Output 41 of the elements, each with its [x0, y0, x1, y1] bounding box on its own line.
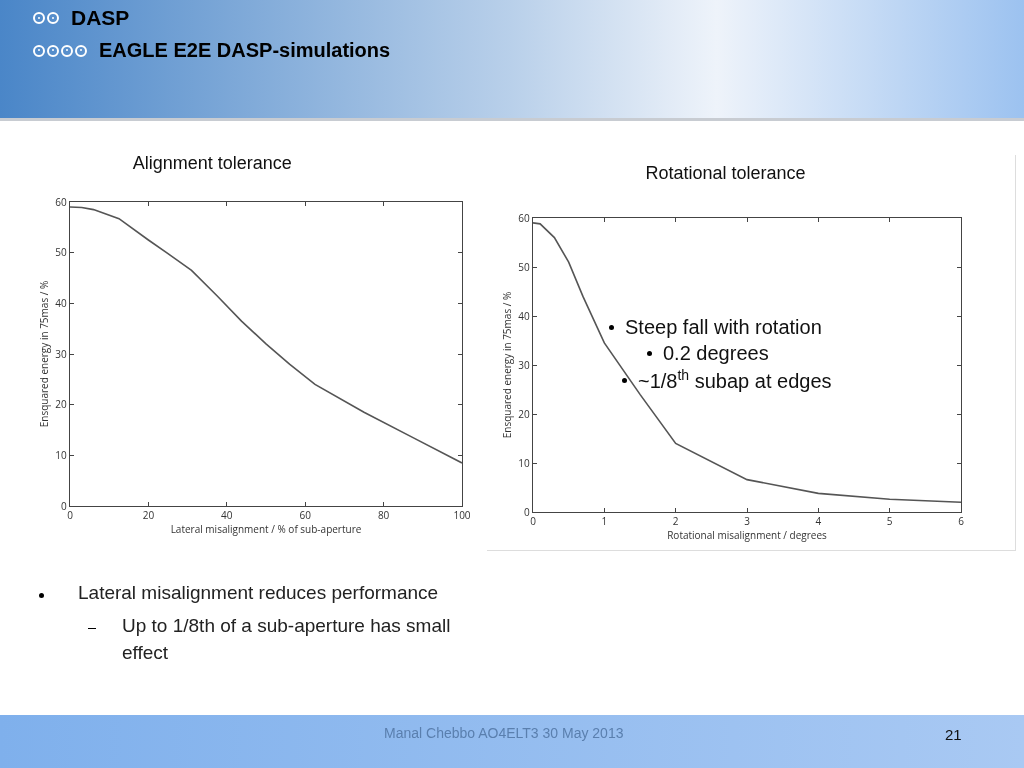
text: Manal Chebbo AO4ELT3 30 May 2013: [384, 724, 625, 743]
y-tick-label: 40: [518, 308, 531, 323]
line-series: [70, 206, 462, 464]
y-tick-label: 20: [518, 406, 531, 421]
text: EAGLE E2E DASP-simulations: [99, 39, 391, 62]
x-tick-label: 20: [142, 508, 155, 523]
annotation: ~1/8$^{th}$ subap at edges: [638, 367, 832, 393]
x-tick-label: 1: [601, 514, 608, 529]
x-tick-label: 100: [453, 508, 471, 523]
y-tick-label: 20: [55, 397, 68, 412]
y-axis-title: Ensquared energy in 75mas / %: [37, 280, 52, 428]
x-axis-title: Lateral misalignment / % of sub-aperture: [170, 522, 362, 537]
annotation: 0.2 degrees: [663, 342, 769, 364]
x-tick-label: 3: [744, 514, 751, 529]
y-tick-label: 0: [61, 498, 68, 513]
x-axis-title: Rotational misalignment / degrees: [667, 528, 828, 543]
line-series: [533, 222, 961, 503]
annotation: Steep fall with rotation: [625, 316, 822, 338]
y-tick-label: 60: [55, 194, 68, 209]
y-tick-label: 10: [55, 447, 68, 462]
x-tick-label: 40: [221, 508, 233, 523]
x-tick-label: 5: [886, 514, 893, 529]
text: DASP: [71, 6, 130, 30]
y-tick-label: 60: [518, 210, 531, 225]
chart-title: Alignment tolerance: [132, 152, 292, 173]
y-tick-label: 50: [518, 259, 531, 274]
text: 21: [945, 725, 963, 745]
chart-title: Rotational tolerance: [645, 163, 806, 184]
x-tick-label: 4: [815, 514, 822, 529]
x-tick-label: 80: [377, 508, 390, 523]
x-tick-label: 6: [958, 514, 965, 529]
x-tick-label: 60: [299, 508, 312, 523]
y-tick-label: 40: [55, 295, 68, 310]
y-tick-label: 30: [518, 357, 531, 372]
y-axis-title: Ensquared energy in 75mas / %: [500, 291, 515, 439]
text: Up to 1/8th of a sub-aperture has small effect: [122, 614, 452, 665]
y-tick-label: 30: [55, 346, 68, 361]
y-tick-label: 50: [55, 245, 68, 260]
y-tick-label: 10: [518, 455, 531, 470]
text: Lateral misalignment reduces performance: [78, 581, 440, 605]
x-tick-label: 2: [672, 514, 679, 529]
